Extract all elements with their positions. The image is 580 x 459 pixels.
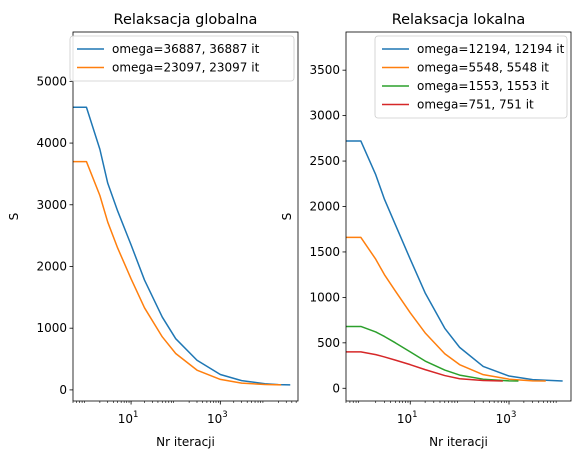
y-axis-label: S bbox=[7, 213, 21, 221]
y-tick-label: 2000 bbox=[309, 200, 340, 214]
series-group bbox=[73, 106, 291, 386]
legend-entry: omega=751, 751 it bbox=[417, 98, 534, 112]
x-tick-label: 101 bbox=[397, 410, 418, 426]
legend: omega=36887, 36887 it omega=23097, 23097 … bbox=[69, 35, 295, 82]
y-tick-label: 1000 bbox=[36, 321, 67, 335]
chart-title: Relaksacja globalna bbox=[114, 12, 258, 28]
y-tick-label: 500 bbox=[317, 336, 340, 350]
y-tick-label: 0 bbox=[59, 383, 67, 397]
series-line-3 bbox=[346, 351, 503, 382]
series-line-2 bbox=[346, 325, 519, 382]
legend-box bbox=[69, 35, 295, 82]
legend-box bbox=[374, 35, 568, 119]
x-axis-label: Nr iteracji bbox=[429, 435, 488, 449]
legend-entry: omega=5548, 5548 it bbox=[417, 61, 549, 75]
legend: omega=12194, 12194 it omega=5548, 5548 it… bbox=[374, 35, 568, 119]
y-axis-label: S bbox=[280, 213, 294, 221]
series-line-1 bbox=[73, 160, 282, 386]
legend-entry: omega=1553, 1553 it bbox=[417, 79, 549, 93]
legend-entry: omega=12194, 12194 it bbox=[417, 42, 565, 56]
series-line-1 bbox=[346, 236, 546, 382]
series-line-0 bbox=[346, 140, 563, 382]
panel-relaksacja-lokalna: 0 500 1000 1500 2000 2500 3000 3500 101 103 Relaks… bbox=[280, 12, 572, 449]
y-tick-label: 1000 bbox=[309, 290, 340, 304]
panel-relaksacja-globalna: 0 1000 2000 3000 4000 5000 101 103 Relaksacja gl… bbox=[7, 12, 299, 449]
y-tick-label: 4000 bbox=[36, 136, 67, 150]
x-tick-label: 103 bbox=[207, 410, 228, 426]
x-tick-label: 103 bbox=[496, 410, 517, 426]
x-axis-label: Nr iteracji bbox=[156, 435, 215, 449]
plot-frame bbox=[72, 31, 299, 402]
y-tick-label: 3000 bbox=[309, 109, 340, 123]
series-line-0 bbox=[73, 106, 291, 386]
chart-title: Relaksacja lokalna bbox=[392, 12, 526, 28]
y-tick-label: 0 bbox=[332, 381, 340, 395]
plot-frame bbox=[345, 31, 572, 402]
y-tick-label: 5000 bbox=[36, 74, 67, 88]
x-tick-label: 101 bbox=[118, 410, 139, 426]
legend-entry: omega=23097, 23097 it bbox=[112, 61, 260, 75]
y-tick-label: 2500 bbox=[309, 154, 340, 168]
y-tick-label: 3500 bbox=[309, 63, 340, 77]
series-group bbox=[346, 140, 563, 382]
y-tick-label: 3000 bbox=[36, 198, 67, 212]
legend-entry: omega=36887, 36887 it bbox=[112, 42, 260, 56]
y-tick-label: 2000 bbox=[36, 259, 67, 273]
y-tick-label: 1500 bbox=[309, 245, 340, 259]
